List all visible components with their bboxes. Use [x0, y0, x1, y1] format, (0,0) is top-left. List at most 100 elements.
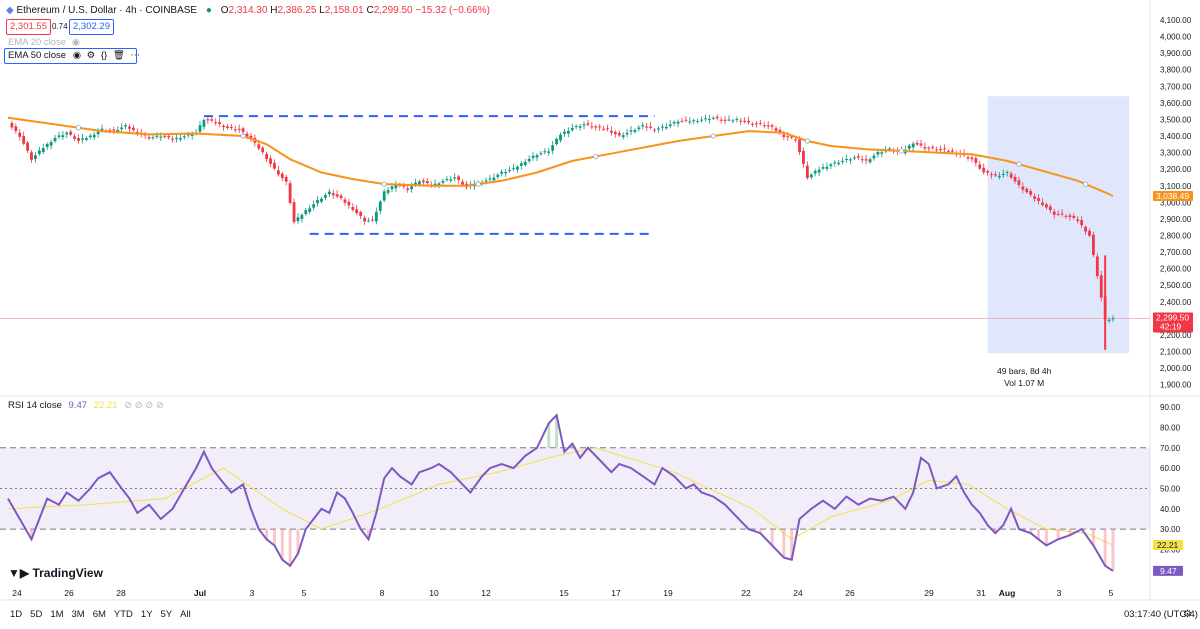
ema20-label: EMA 20 close — [8, 37, 67, 48]
time-tick-label: 31 — [976, 588, 986, 598]
ohlc-close-label: C — [366, 5, 374, 16]
candle-body — [421, 180, 425, 183]
candle-body — [1099, 275, 1103, 298]
candle-body — [77, 137, 80, 141]
candle-body — [790, 136, 794, 138]
candle-body — [61, 135, 65, 138]
sell-button[interactable]: 2,301.55 — [6, 19, 51, 35]
candle-body — [120, 127, 124, 130]
candle-body — [735, 119, 739, 121]
candle-body — [186, 134, 190, 136]
candle-body — [155, 135, 159, 137]
candle-body — [410, 186, 413, 190]
price-tick-label: 3,600.00 — [1160, 99, 1192, 108]
time-tick-label: Aug — [999, 588, 1016, 598]
settings-gear-icon[interactable]: ⚙ — [1183, 609, 1192, 620]
candle-body — [566, 130, 570, 134]
candle-body — [241, 128, 245, 132]
rsi-tools-icon[interactable]: ⊘ ⊘ ⊘ ⊘ — [124, 400, 164, 411]
rsi-tick-label: 50.00 — [1160, 484, 1181, 493]
candle-body — [602, 128, 606, 130]
candle-body — [786, 136, 790, 138]
candle-body — [966, 156, 970, 159]
price-tick-label: 3,700.00 — [1160, 82, 1192, 91]
candle-body — [296, 217, 300, 221]
candle-body — [390, 186, 394, 190]
candle-body — [1056, 213, 1060, 215]
range-button-5d[interactable]: 5D — [30, 609, 43, 620]
candle-body — [378, 201, 382, 211]
source-code-icon[interactable]: {} — [100, 50, 108, 61]
candle-body — [610, 130, 613, 133]
ohlc-low-label: L — [319, 5, 325, 16]
eye-icon[interactable]: ◉ — [72, 50, 82, 61]
candle-body — [276, 170, 280, 175]
candle-body — [1111, 318, 1115, 320]
time-tick-label: 29 — [924, 588, 934, 598]
range-button-3m[interactable]: 3M — [71, 609, 85, 620]
candle-body — [978, 164, 982, 169]
range-button-1m[interactable]: 1M — [50, 609, 64, 620]
candle-body — [73, 136, 77, 139]
candle-body — [504, 171, 508, 174]
candle-body — [198, 125, 202, 132]
ema20-legend[interactable]: EMA 20 close ◉ — [8, 37, 80, 48]
candle-body — [519, 163, 523, 166]
range-button-all[interactable]: All — [180, 609, 191, 620]
range-button-1d[interactable]: 1D — [10, 609, 23, 620]
candle-body — [1084, 226, 1087, 232]
time-tick-label: 26 — [845, 588, 855, 598]
candle-body — [65, 132, 69, 135]
range-button-ytd[interactable]: YTD — [113, 609, 133, 620]
ema-anchor-point — [710, 133, 716, 139]
more-icon[interactable]: ⋯ — [130, 50, 141, 61]
ema50-legend[interactable] — [4, 48, 137, 64]
candle-body — [179, 138, 182, 140]
candle-body — [539, 153, 543, 155]
candle-body — [1017, 180, 1021, 185]
brand-name: TradingView — [32, 566, 103, 580]
candle-body — [915, 142, 919, 145]
candle-body — [802, 150, 805, 164]
ohlc-open-label: O — [220, 5, 229, 16]
delete-icon[interactable]: 🗑 — [112, 50, 125, 61]
clock[interactable]: 03:17:40 (UTC-4) — [1124, 609, 1198, 620]
rsi-legend[interactable]: RSI 14 close 9.47 22.21 ⊘ ⊘ ⊘ ⊘ — [8, 400, 164, 411]
rsi-ma-line — [7, 447, 1114, 546]
candle-body — [774, 128, 778, 131]
buy-button[interactable]: 2,302.29 — [69, 19, 114, 35]
candle-body — [798, 139, 801, 153]
candle-body — [339, 195, 343, 199]
candle-body — [280, 173, 284, 179]
candle-body — [284, 176, 288, 182]
range-button-1y[interactable]: 1Y — [140, 609, 153, 620]
candle-body — [124, 125, 127, 127]
candle-body — [809, 174, 813, 178]
ema-price-label-bg — [1153, 190, 1193, 201]
candle-body — [108, 129, 112, 131]
candle-body — [437, 183, 441, 186]
ohlc-high: 2,386.25 — [277, 5, 317, 16]
candle-body — [316, 200, 319, 204]
time-tick-label: 24 — [793, 588, 803, 598]
measure-bars: 49 bars, 8d 4h — [997, 366, 1052, 376]
candle-body — [414, 182, 417, 186]
eye-off-icon[interactable]: ◉ — [71, 37, 81, 48]
candle-body — [676, 121, 680, 124]
candle-body — [613, 131, 617, 135]
ohlc-open: 2,314.30 — [228, 5, 268, 16]
ema-price-label: 3,038.49 — [1156, 191, 1189, 201]
time-tick-label: 24 — [12, 588, 22, 598]
candle-body — [672, 121, 676, 124]
candle-body — [292, 202, 296, 223]
candle-body — [151, 137, 155, 139]
settings-icon[interactable]: ⚙ — [86, 50, 96, 61]
symbol-legend[interactable]: ◆ Ethereum / U.S. Dollar · 4h · COINBASE… — [6, 5, 490, 16]
range-button-6m[interactable]: 6M — [92, 609, 106, 620]
spread-value: 0.74 — [52, 22, 68, 31]
candle-body — [837, 162, 841, 165]
range-button-5y[interactable]: 5Y — [160, 609, 173, 620]
ohlc-close: 2,299.50 — [373, 5, 413, 16]
